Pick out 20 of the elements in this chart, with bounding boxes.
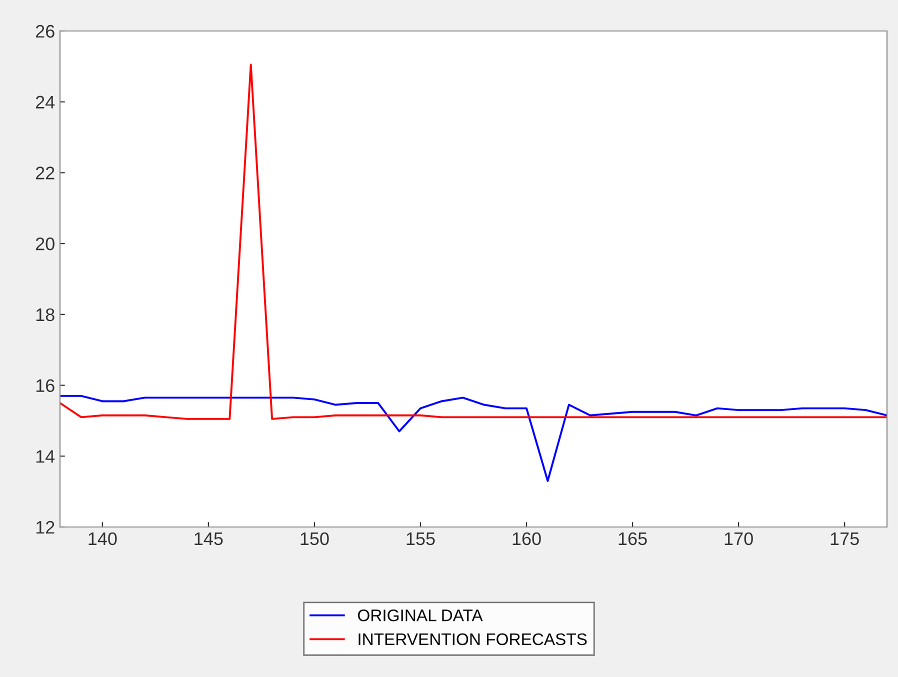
y-tick-label: 26 <box>36 24 54 38</box>
legend-label: ORIGINAL DATA <box>358 609 483 622</box>
line-series <box>60 394 887 482</box>
y-tick-label: 16 <box>36 379 54 392</box>
x-tick-label: 140 <box>88 532 117 546</box>
x-tick-label: 145 <box>194 532 223 546</box>
x-tick-label: 150 <box>300 532 329 546</box>
legend-label: INTERVENTION FORECASTS <box>358 633 587 646</box>
y-tick-label: 14 <box>36 450 55 463</box>
y-tick-label: 12 <box>36 520 54 534</box>
line-series <box>60 64 887 420</box>
x-tick-label: 170 <box>724 532 753 546</box>
y-tick-label: 20 <box>36 238 54 250</box>
x-tick-label: 160 <box>512 532 541 546</box>
y-tick-label: 24 <box>36 96 55 108</box>
x-tick-label: 175 <box>830 532 859 546</box>
x-tick-label: 155 <box>406 532 435 546</box>
y-tick-label: 18 <box>36 308 54 322</box>
x-tick-label: 165 <box>618 532 647 546</box>
y-tick-label: 22 <box>36 166 54 180</box>
